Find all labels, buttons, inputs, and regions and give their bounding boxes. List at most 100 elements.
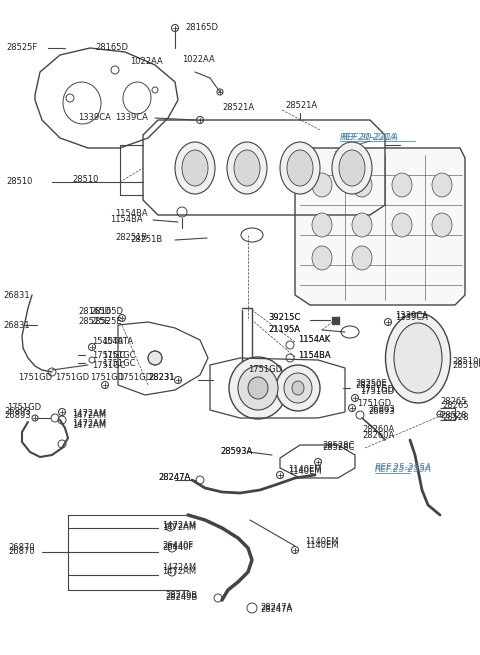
Text: 28165D: 28165D: [78, 307, 111, 316]
Text: 1751GD: 1751GD: [248, 365, 282, 375]
Text: 28250E: 28250E: [355, 379, 386, 388]
Text: 26870: 26870: [8, 548, 35, 557]
Text: 26893: 26893: [368, 405, 395, 415]
Text: 26893: 26893: [368, 407, 395, 417]
Text: 26831: 26831: [3, 320, 30, 329]
Text: 28528: 28528: [440, 411, 467, 419]
Text: 21195A: 21195A: [268, 326, 300, 335]
Text: 1472AM: 1472AM: [162, 523, 196, 533]
Text: 1472AM: 1472AM: [162, 521, 196, 529]
Text: 28247A: 28247A: [158, 474, 190, 483]
Ellipse shape: [352, 246, 372, 270]
Ellipse shape: [392, 213, 412, 237]
Text: 28510: 28510: [6, 178, 32, 187]
Text: 1751GC: 1751GC: [102, 350, 135, 360]
Text: 28525E: 28525E: [78, 318, 109, 326]
Text: 28165D: 28165D: [185, 24, 218, 33]
Polygon shape: [295, 148, 465, 305]
Ellipse shape: [432, 173, 452, 197]
Ellipse shape: [229, 357, 287, 419]
Text: 28231: 28231: [148, 373, 175, 383]
Text: 1472AM: 1472AM: [72, 411, 106, 421]
Text: REF.25-255A: REF.25-255A: [375, 464, 432, 472]
Text: 28260A: 28260A: [362, 430, 394, 440]
Text: 1751GD: 1751GD: [360, 386, 394, 394]
Text: 26440F: 26440F: [162, 540, 193, 550]
Text: 28528: 28528: [442, 413, 468, 422]
Ellipse shape: [287, 150, 313, 186]
Text: 1154BA: 1154BA: [115, 208, 148, 217]
Text: 1540TA: 1540TA: [102, 337, 133, 346]
Text: 28510: 28510: [72, 176, 98, 185]
Text: 1751GC: 1751GC: [92, 350, 125, 360]
Text: 28528C: 28528C: [322, 443, 354, 453]
Text: 28593A: 28593A: [220, 447, 252, 457]
Text: 26440F: 26440F: [162, 544, 193, 553]
Text: 1472AM: 1472AM: [72, 419, 106, 428]
Polygon shape: [332, 316, 338, 324]
Ellipse shape: [234, 150, 260, 186]
Text: 28247A: 28247A: [260, 605, 292, 614]
Text: 1751GD: 1751GD: [90, 373, 124, 383]
Text: 26893: 26893: [4, 407, 31, 417]
Text: 28251B: 28251B: [115, 233, 147, 242]
Ellipse shape: [227, 142, 267, 194]
Text: 1751GD: 1751GD: [118, 373, 152, 383]
Text: 28525F: 28525F: [6, 43, 37, 52]
Text: 1751GD: 1751GD: [55, 373, 89, 383]
Ellipse shape: [312, 173, 332, 197]
Ellipse shape: [248, 377, 268, 399]
Ellipse shape: [292, 381, 304, 395]
Text: 21195A: 21195A: [268, 326, 300, 335]
Text: 28260A: 28260A: [362, 426, 394, 434]
Text: 1154BA: 1154BA: [298, 350, 331, 360]
Ellipse shape: [392, 173, 412, 197]
Text: 28521A: 28521A: [285, 100, 317, 109]
Text: 28231: 28231: [148, 373, 175, 383]
Text: 26831: 26831: [3, 291, 30, 299]
Ellipse shape: [238, 366, 278, 410]
Text: 39215C: 39215C: [268, 314, 300, 322]
Text: 1472AM: 1472AM: [162, 563, 196, 572]
Text: 1140EM: 1140EM: [288, 468, 322, 476]
Text: 28525E: 28525E: [90, 318, 121, 326]
Text: 28528C: 28528C: [322, 441, 354, 449]
Text: 1140EM: 1140EM: [305, 538, 338, 546]
Text: 1154BA: 1154BA: [110, 215, 143, 225]
Text: 1472AM: 1472AM: [162, 567, 196, 576]
Text: 28510C: 28510C: [452, 358, 480, 367]
Text: 1140EM: 1140EM: [288, 466, 322, 474]
Ellipse shape: [182, 150, 208, 186]
Text: 1751GD: 1751GD: [357, 398, 391, 407]
Text: 26893: 26893: [4, 411, 31, 419]
Text: 1751GD: 1751GD: [7, 403, 41, 413]
Text: 28165D: 28165D: [90, 307, 123, 316]
Ellipse shape: [432, 213, 452, 237]
Text: 39215C: 39215C: [268, 314, 300, 322]
Text: 28510C: 28510C: [452, 360, 480, 369]
Text: REF.20-221A: REF.20-221A: [340, 134, 397, 143]
Ellipse shape: [280, 142, 320, 194]
Text: 1022AA: 1022AA: [130, 58, 163, 67]
Ellipse shape: [312, 246, 332, 270]
Text: 1751GD: 1751GD: [18, 373, 52, 383]
Text: 28165D: 28165D: [95, 43, 128, 52]
Text: REF.20-221A: REF.20-221A: [342, 134, 399, 143]
Ellipse shape: [385, 313, 451, 403]
Text: 28249B: 28249B: [165, 593, 197, 603]
Text: 1472AM: 1472AM: [72, 421, 106, 430]
Text: 28265: 28265: [442, 400, 468, 409]
Ellipse shape: [276, 365, 320, 411]
Text: 28593A: 28593A: [220, 447, 252, 457]
Ellipse shape: [339, 150, 365, 186]
Text: 28247A: 28247A: [260, 603, 292, 612]
Ellipse shape: [175, 142, 215, 194]
Text: 28521A: 28521A: [222, 103, 254, 113]
Text: 1751GC: 1751GC: [92, 360, 125, 369]
Text: 1339CA: 1339CA: [395, 314, 428, 322]
Text: 26870: 26870: [8, 544, 35, 553]
Text: 28265: 28265: [440, 398, 467, 407]
Text: 1154BA: 1154BA: [298, 350, 331, 360]
Ellipse shape: [332, 142, 372, 194]
Text: 28249B: 28249B: [165, 591, 197, 599]
